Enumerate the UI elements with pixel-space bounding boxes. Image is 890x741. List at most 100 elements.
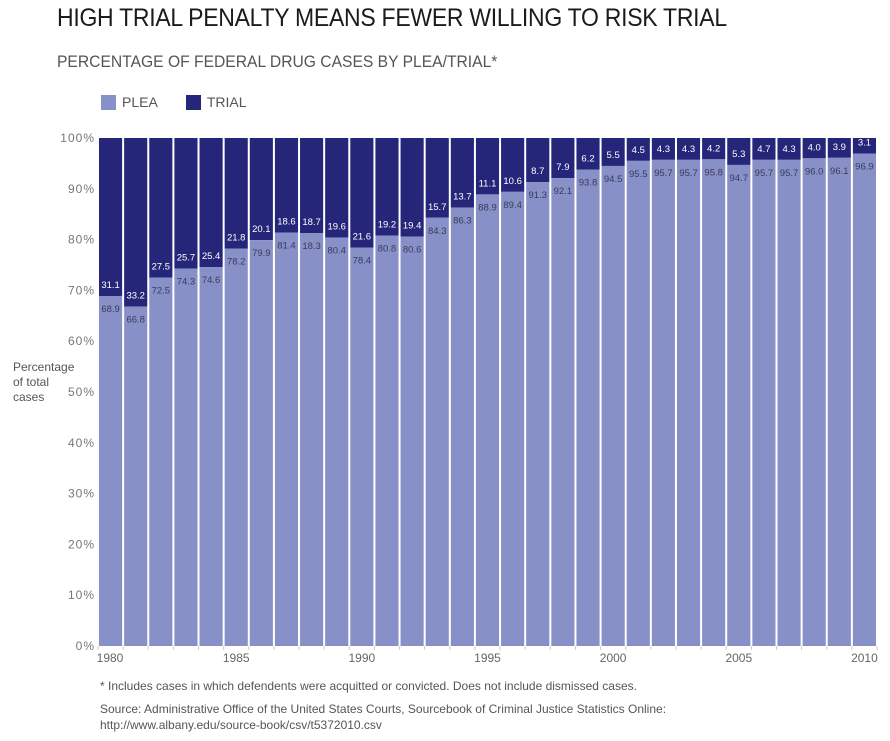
bar-group: 18.7 18.3 [300, 138, 324, 646]
bar-plea [526, 182, 550, 647]
bar-trial [274, 138, 299, 233]
y-tick-label: 10% [68, 588, 95, 602]
bar-trial [199, 138, 223, 268]
data-label-plea: 92.1 [554, 186, 573, 197]
data-label-plea: 94.7 [730, 173, 749, 184]
bar-trial [702, 138, 726, 160]
x-tick-label: 1985 [223, 651, 250, 665]
bar-plea [752, 159, 776, 646]
data-label-plea: 18.3 [302, 241, 321, 252]
data-label-trial: 19.6 [327, 222, 346, 233]
data-label-plea: 95.7 [780, 168, 799, 179]
source-note: Source: Administrative Office of the Uni… [100, 701, 666, 733]
bar-group: 27.5 72.5 [149, 138, 173, 646]
bar-plea [501, 191, 525, 646]
data-label-trial: 13.7 [453, 192, 472, 203]
x-tick-label: 1995 [474, 651, 501, 665]
bar-plea [626, 160, 650, 647]
bar-plea [199, 267, 223, 646]
bar-plea [827, 157, 851, 646]
bar-plea [425, 217, 449, 647]
bar-plea [777, 159, 801, 646]
data-label-plea: 78.4 [353, 256, 372, 267]
bar-plea [224, 248, 248, 646]
bar-group: 3.1 96.9 [852, 138, 876, 647]
bar-plea [325, 237, 349, 646]
bar-trial [350, 138, 374, 248]
data-label-plea: 93.8 [579, 177, 598, 188]
data-label-trial: 19.4 [403, 221, 422, 232]
y-tick-label: 80% [68, 233, 95, 247]
data-label-plea: 81.4 [277, 240, 296, 251]
bar-trial [752, 138, 776, 160]
data-label-trial: 31.1 [101, 280, 120, 291]
chart-subtitle: PERCENTAGE OF FEDERAL DRUG CASES BY PLEA… [57, 52, 498, 71]
bar-group: 33.2 66.8 [124, 138, 148, 646]
bar-trial [149, 138, 173, 278]
data-label-plea: 96.0 [805, 166, 824, 177]
x-tick-label: 2010 [851, 651, 878, 665]
x-axis-ticks: 1980 1985 1990 1995 2000 2005 2010 [97, 646, 878, 665]
bar-plea [852, 153, 876, 647]
y-tick-label: 60% [68, 334, 95, 348]
bar-trial [124, 138, 148, 307]
bar-plea [802, 158, 826, 646]
bar-group: 3.9 96.1 [827, 138, 851, 646]
bar-group: 7.9 92.1 [551, 138, 575, 646]
bar-group: 31.1 68.9 [99, 138, 123, 646]
data-label-trial: 20.1 [252, 224, 271, 235]
bar-trial [375, 138, 399, 236]
data-label-trial: 4.3 [682, 144, 695, 155]
bar-trial [626, 138, 650, 161]
data-label-plea: 95.7 [755, 168, 774, 179]
bar-group: 21.6 78.4 [350, 138, 374, 646]
bar-plea [475, 194, 500, 646]
bar-group: 13.7 86.3 [450, 138, 474, 646]
bar-trial [475, 138, 500, 195]
bar-group: 4.0 96.0 [802, 138, 826, 646]
bar-group: 5.5 94.5 [601, 138, 625, 646]
bar-plea [149, 277, 173, 646]
data-label-trial: 5.5 [607, 150, 620, 161]
legend: PLEA TRIAL [101, 94, 275, 110]
bar-trial [174, 138, 198, 269]
legend-item-plea: PLEA [101, 94, 158, 110]
data-label-plea: 95.7 [679, 168, 698, 179]
bar-group: 4.3 95.7 [651, 138, 675, 646]
bar-group: 6.2 93.8 [576, 138, 600, 646]
data-label-plea: 84.3 [428, 226, 447, 237]
data-label-plea: 88.9 [478, 202, 497, 213]
y-tick-label: 20% [68, 537, 95, 551]
bar-trial [400, 138, 424, 237]
data-label-plea: 96.9 [855, 162, 874, 173]
bar-plea [551, 178, 575, 646]
bar-group: 19.4 80.6 [400, 138, 424, 646]
data-label-trial: 10.6 [503, 176, 522, 187]
data-label-plea: 94.5 [604, 174, 623, 185]
bar-plea [727, 164, 751, 646]
y-tick-label: 90% [68, 182, 95, 196]
y-axis-label-line: of total [13, 375, 50, 389]
data-label-plea: 95.8 [704, 167, 723, 178]
data-label-trial: 4.2 [707, 143, 720, 154]
y-axis-label-line: cases [13, 390, 45, 404]
data-label-plea: 79.9 [252, 248, 271, 259]
bar-group: 21.8 78.2 [224, 138, 248, 646]
bar-trial [99, 138, 123, 296]
bar-group: 25.7 74.3 [174, 138, 198, 646]
bar-plea [99, 295, 123, 646]
bar-group: 8.7 91.3 [526, 138, 550, 647]
data-label-trial: 4.5 [632, 145, 645, 156]
bar-group: 10.6 89.4 [501, 138, 525, 646]
data-label-trial: 15.7 [428, 202, 447, 213]
data-label-plea: 74.6 [202, 275, 221, 286]
data-label-trial: 18.6 [277, 216, 296, 227]
chart-title: HIGH TRIAL PENALTY MEANS FEWER WILLING T… [57, 4, 727, 32]
legend-label-trial: TRIAL [206, 94, 247, 110]
y-axis-label-line: Percentage [13, 360, 75, 374]
bar-group: 4.2 95.8 [702, 138, 726, 646]
data-label-plea: 80.8 [378, 244, 397, 255]
data-label-trial: 4.0 [808, 142, 821, 153]
data-label-trial: 27.5 [152, 262, 171, 273]
